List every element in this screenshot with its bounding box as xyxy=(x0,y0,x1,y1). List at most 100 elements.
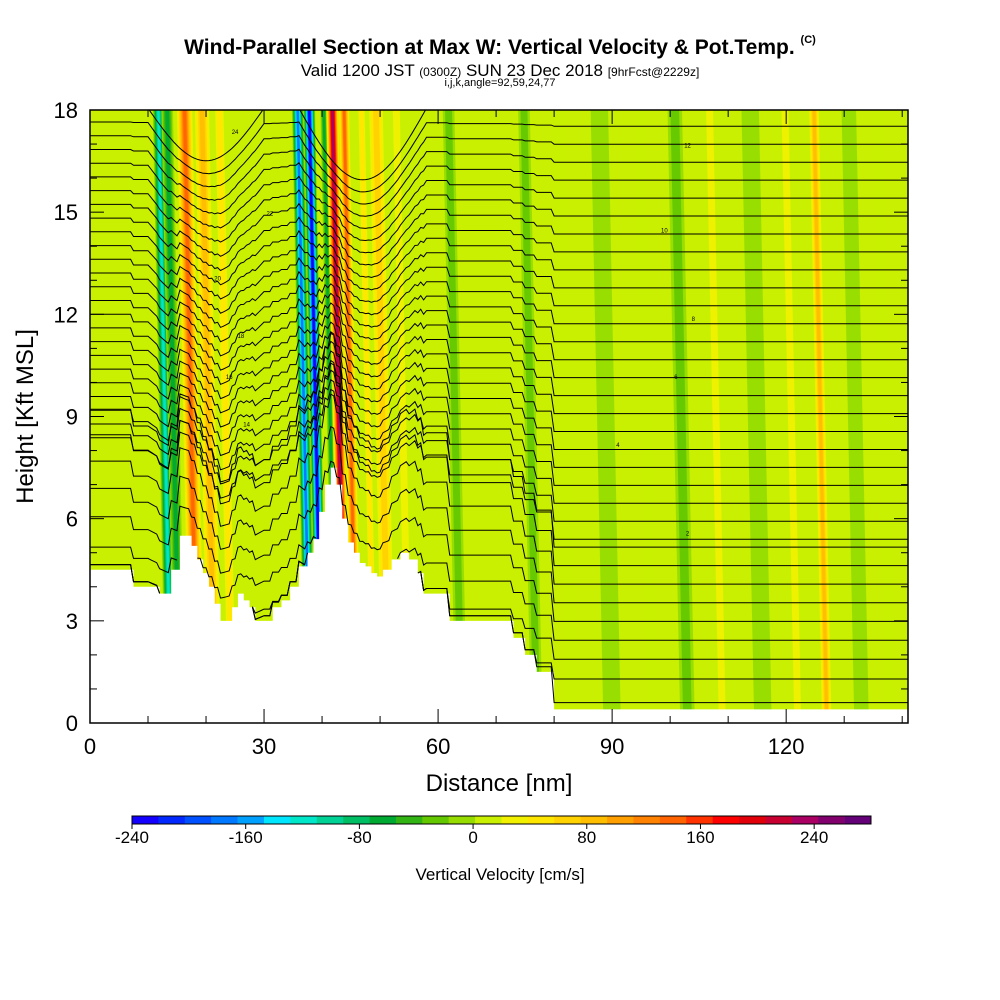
colorbar-swatch xyxy=(316,816,344,824)
isentrope-24 xyxy=(90,229,908,291)
colorbar-swatch xyxy=(686,816,713,824)
colorbar-swatch xyxy=(712,816,740,824)
colorbar-tick-label: 240 xyxy=(800,828,828,847)
isentrope-label: 4 xyxy=(616,443,620,449)
colorbar-swatch xyxy=(211,816,238,824)
colorbar-tick-label: -160 xyxy=(229,828,263,847)
colorbar-tick-label: 160 xyxy=(686,828,714,847)
colorbar-swatch xyxy=(343,816,370,824)
y-tick-label: 9 xyxy=(66,405,78,430)
isentrope-16 xyxy=(90,321,908,415)
colorbar-swatch xyxy=(184,816,212,824)
velocity-band-21-level-1 xyxy=(741,110,772,723)
x-tick-label: 30 xyxy=(252,734,276,759)
velocity-band-4-level-5 xyxy=(199,110,218,723)
isentrope-5 xyxy=(90,425,908,604)
colorbar-swatch xyxy=(475,816,502,824)
colorbar-frame xyxy=(131,815,872,825)
isentrope-3 xyxy=(90,535,908,641)
colorbar-swatch xyxy=(607,816,634,824)
y-tick-label: 15 xyxy=(54,200,78,225)
chart-title-main: Wind-Parallel Section at Max W: Vertical… xyxy=(184,36,795,59)
colorbar-tick-label: 80 xyxy=(577,828,596,847)
y-axis-title: Height [Kft MSL] xyxy=(12,329,39,504)
x-tick-label: 0 xyxy=(84,734,96,759)
colorbar-swatch xyxy=(765,816,793,824)
isentrope-17 xyxy=(90,311,908,397)
valid-date: SUN 23 Dec 2018 xyxy=(465,61,603,80)
isentrope-7 xyxy=(90,362,908,567)
chart-title: Wind-Parallel Section at Max W: Vertical… xyxy=(0,34,1000,60)
velocity-band-22-level-2 xyxy=(781,110,802,723)
colorbar-swatch xyxy=(263,816,291,824)
velocity-band-23-level-5 xyxy=(812,110,829,723)
colorbar-swatch xyxy=(818,816,845,824)
isentrope-26 xyxy=(90,202,908,266)
isentrope-label: 10 xyxy=(661,229,668,235)
chart-subtitle: Valid 1200 JST (0300Z) SUN 23 Dec 2018 [… xyxy=(0,61,1000,81)
isentrope-32 xyxy=(90,121,908,193)
y-tick-label: 0 xyxy=(66,711,78,736)
isentrope-31 xyxy=(90,134,908,205)
isentrope-label: 16 xyxy=(226,375,233,381)
x-tick-label: 90 xyxy=(600,734,624,759)
colorbar-swatch xyxy=(290,816,318,824)
forecast-info: [9hrFcst@2229z] xyxy=(607,65,700,79)
colorbar-swatch xyxy=(237,816,265,824)
grid-indices: i,j,k,angle=92,59,24,77 xyxy=(444,77,556,89)
colorbar-swatch xyxy=(395,816,423,824)
velocity-band-25-level-2 xyxy=(874,110,895,723)
isentrope-29 xyxy=(90,162,908,229)
colorbar-swatch xyxy=(844,816,872,824)
colorbar-swatch xyxy=(369,816,397,824)
isentrope-4 xyxy=(90,460,908,622)
isentrope-30 xyxy=(90,148,908,217)
colorbar-swatch xyxy=(158,816,186,824)
velocity-band-11-level-3 xyxy=(359,110,377,723)
isentrope-9 xyxy=(90,388,908,540)
velocity-band-14-level-2 xyxy=(445,110,465,723)
terrain xyxy=(90,467,908,723)
isentrope-19 xyxy=(90,292,908,361)
copyright-mark: (C) xyxy=(800,34,816,46)
isentrope-15 xyxy=(90,331,908,432)
velocity-band-17-level-1 xyxy=(590,110,621,723)
colorbar-tick-label: -240 xyxy=(115,828,149,847)
isentrope-label: 2 xyxy=(686,532,690,538)
velocity-band-19-level-2 xyxy=(670,110,692,723)
isentrope-label: 20 xyxy=(214,276,221,282)
colorbar-swatch xyxy=(633,816,661,824)
isentrope-28 xyxy=(90,175,908,242)
colorbar-swatch xyxy=(580,816,608,824)
isentrope-25 xyxy=(90,216,908,279)
velocity-band-15-level-2 xyxy=(520,110,541,723)
isentrope-label: 8 xyxy=(692,317,696,323)
isentrope-22 xyxy=(90,257,908,316)
colorbar-swatch xyxy=(501,816,529,824)
velocity-band-0-level-2 xyxy=(130,110,154,723)
isentrope-10 xyxy=(90,379,908,522)
velocity-band-24-level-1 xyxy=(841,110,869,723)
isentrope-label: 22 xyxy=(267,212,274,218)
y-tick-label: 12 xyxy=(54,302,78,327)
isentrope-label: 6 xyxy=(674,375,678,381)
colorbar-title: Vertical Velocity [cm/s] xyxy=(415,865,584,884)
x-tick-label: 120 xyxy=(768,734,805,759)
isentrope-lines xyxy=(90,110,908,704)
isentrope-14 xyxy=(90,340,908,450)
isentrope-label: 24 xyxy=(232,130,239,136)
colorbar-swatch xyxy=(527,816,555,824)
y-tick-label: 3 xyxy=(66,609,78,634)
colorbar-swatch xyxy=(448,816,476,824)
isentrope-13 xyxy=(90,350,908,468)
colorbar-tick-label: -80 xyxy=(347,828,372,847)
isentrope-label: 18 xyxy=(237,334,244,340)
colorbar-tick-label: 0 xyxy=(468,828,477,847)
y-tick-label: 18 xyxy=(54,98,78,123)
valid-prefix: Valid 1200 JST xyxy=(300,61,415,80)
isentrope-18 xyxy=(90,302,908,379)
isentrope-27 xyxy=(90,189,908,254)
isentrope-label: 14 xyxy=(243,423,250,429)
y-tick-label: 6 xyxy=(66,507,78,532)
